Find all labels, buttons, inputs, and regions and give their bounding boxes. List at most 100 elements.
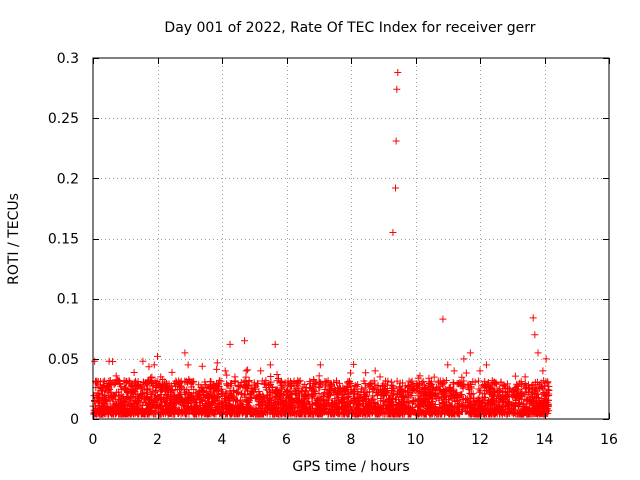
noise-point bbox=[365, 381, 373, 389]
noise-point bbox=[426, 398, 434, 406]
noise-point bbox=[267, 373, 275, 381]
noise-point bbox=[120, 402, 128, 410]
noise-point bbox=[397, 394, 405, 402]
noise-point bbox=[278, 402, 286, 410]
noise-point bbox=[342, 401, 350, 409]
noise-point bbox=[199, 387, 207, 395]
noise-point bbox=[431, 392, 439, 400]
noise-point bbox=[229, 409, 237, 417]
data-points bbox=[89, 68, 553, 418]
noise-point bbox=[314, 404, 322, 412]
data-point bbox=[157, 373, 165, 381]
noise-point bbox=[441, 398, 449, 406]
noise-point bbox=[117, 398, 125, 406]
noise-point bbox=[543, 405, 551, 413]
noise-point bbox=[245, 399, 253, 407]
noise-point bbox=[158, 402, 166, 410]
data-point bbox=[531, 331, 539, 339]
noise-point bbox=[228, 406, 236, 414]
noise-point bbox=[292, 394, 300, 402]
noise-point bbox=[518, 391, 526, 399]
noise-point bbox=[459, 403, 467, 411]
noise-point bbox=[360, 407, 368, 415]
noise-point bbox=[329, 399, 337, 407]
noise-point bbox=[356, 394, 364, 402]
noise-point bbox=[414, 401, 422, 409]
data-point bbox=[144, 385, 152, 393]
noise-point bbox=[108, 408, 116, 416]
noise-point bbox=[460, 377, 468, 385]
data-point bbox=[444, 361, 452, 369]
y-tick-label: 0.3 bbox=[57, 51, 79, 67]
noise-point bbox=[441, 385, 449, 393]
noise-point bbox=[476, 397, 484, 405]
noise-point bbox=[369, 385, 377, 393]
noise-point bbox=[485, 410, 493, 418]
noise-point bbox=[406, 404, 414, 412]
x-tick-label: 0 bbox=[89, 432, 98, 448]
data-point bbox=[324, 391, 332, 399]
noise-point bbox=[227, 379, 235, 387]
noise-point bbox=[209, 398, 217, 406]
noise-point bbox=[123, 410, 131, 418]
noise-point bbox=[535, 396, 543, 404]
noise-point bbox=[372, 409, 380, 417]
noise-point bbox=[255, 387, 263, 395]
noise-point bbox=[331, 395, 339, 403]
data-point bbox=[502, 391, 510, 399]
noise-point bbox=[191, 401, 199, 409]
noise-point bbox=[219, 398, 227, 406]
noise-point bbox=[449, 407, 457, 415]
noise-point bbox=[266, 391, 274, 399]
noise-point bbox=[110, 381, 118, 389]
noise-point bbox=[458, 373, 466, 381]
noise-point bbox=[130, 379, 138, 387]
noise-point bbox=[277, 385, 285, 393]
noise-point bbox=[298, 388, 306, 396]
data-point bbox=[344, 379, 352, 387]
data-point bbox=[544, 379, 552, 387]
noise-point bbox=[300, 394, 308, 402]
noise-point bbox=[327, 406, 335, 414]
noise-point bbox=[109, 391, 117, 399]
noise-point bbox=[104, 382, 112, 390]
noise-point bbox=[436, 403, 444, 411]
data-point bbox=[511, 385, 519, 393]
noise-point bbox=[243, 387, 251, 395]
noise-point bbox=[232, 388, 240, 396]
noise-point bbox=[485, 397, 493, 405]
data-point bbox=[334, 385, 342, 393]
noise-point bbox=[404, 387, 412, 395]
noise-point bbox=[122, 377, 130, 385]
data-point bbox=[534, 349, 542, 357]
noise-point bbox=[531, 408, 539, 416]
noise-point bbox=[540, 408, 548, 416]
noise-point bbox=[430, 373, 438, 381]
noise-point bbox=[128, 408, 136, 416]
noise-point bbox=[143, 386, 151, 394]
noise-point bbox=[210, 392, 218, 400]
noise-point bbox=[222, 401, 230, 409]
noise-point bbox=[496, 393, 504, 401]
noise-point bbox=[276, 399, 284, 407]
data-point bbox=[154, 352, 161, 360]
noise-point bbox=[147, 374, 155, 382]
noise-point bbox=[379, 409, 387, 417]
noise-point bbox=[536, 410, 544, 418]
x-tick-labels: 0 2 4 6 8 10 12 14 16 bbox=[89, 432, 618, 448]
noise-point bbox=[170, 407, 178, 415]
noise-point bbox=[491, 408, 499, 416]
noise-point bbox=[115, 377, 123, 385]
x-tick-label: 16 bbox=[600, 432, 618, 448]
noise-point bbox=[516, 395, 524, 403]
noise-point bbox=[491, 387, 499, 395]
noise-point bbox=[95, 402, 103, 410]
noise-point bbox=[124, 388, 132, 396]
noise-point bbox=[522, 388, 530, 396]
noise-point bbox=[404, 381, 412, 389]
noise-point bbox=[532, 386, 540, 394]
noise-point bbox=[125, 395, 133, 403]
noise-point bbox=[420, 410, 428, 418]
noise-point bbox=[175, 386, 183, 394]
noise-point bbox=[322, 400, 330, 408]
